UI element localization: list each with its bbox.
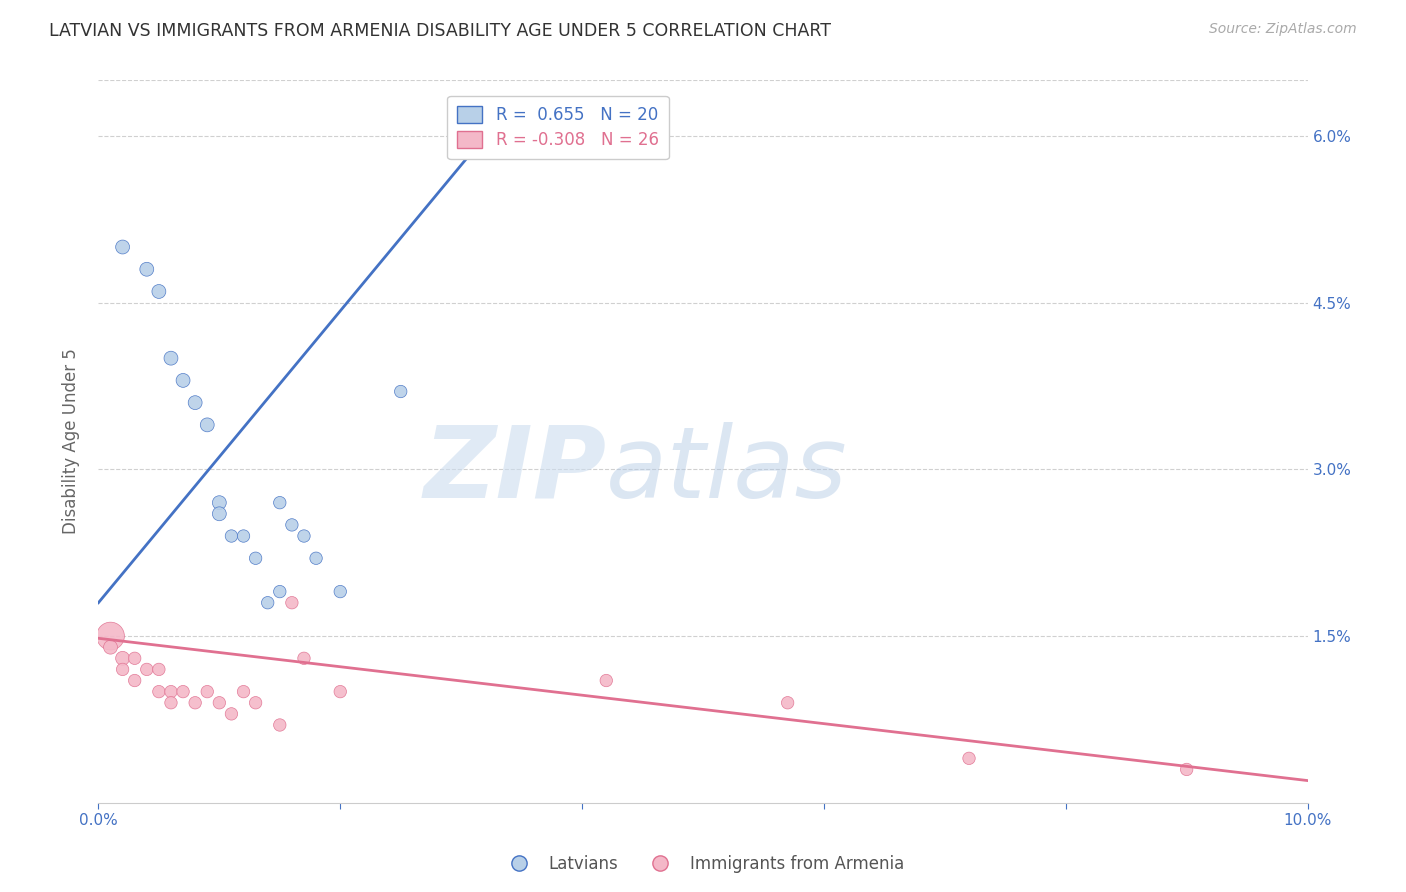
Point <box>292 651 315 665</box>
Point <box>595 673 617 688</box>
Point <box>305 551 328 566</box>
Text: LATVIAN VS IMMIGRANTS FROM ARMENIA DISABILITY AGE UNDER 5 CORRELATION CHART: LATVIAN VS IMMIGRANTS FROM ARMENIA DISAB… <box>49 22 831 40</box>
Text: atlas: atlas <box>606 422 848 519</box>
Point <box>221 706 243 721</box>
Point <box>111 240 134 254</box>
Point <box>135 262 157 277</box>
Point <box>208 696 231 710</box>
Point <box>148 684 170 698</box>
Point <box>269 496 291 510</box>
Y-axis label: Disability Age Under 5: Disability Age Under 5 <box>62 349 80 534</box>
Point <box>292 529 315 543</box>
Point <box>111 662 134 676</box>
Point <box>232 684 254 698</box>
Point <box>124 651 146 665</box>
Point <box>957 751 980 765</box>
Point <box>195 417 218 432</box>
Point <box>245 551 267 566</box>
Point <box>160 351 183 366</box>
Point <box>776 696 799 710</box>
Point <box>232 529 254 543</box>
Point <box>245 696 267 710</box>
Legend: Latvians, Immigrants from Armenia: Latvians, Immigrants from Armenia <box>495 848 911 880</box>
Point <box>256 596 278 610</box>
Point <box>329 684 352 698</box>
Point <box>269 584 291 599</box>
Point <box>135 662 157 676</box>
Point <box>100 640 122 655</box>
Point <box>172 373 194 387</box>
Point <box>148 285 170 299</box>
Point <box>269 718 291 732</box>
Point <box>195 684 218 698</box>
Point <box>221 529 243 543</box>
Point <box>160 696 183 710</box>
Point <box>160 684 183 698</box>
Point <box>389 384 412 399</box>
Text: ZIP: ZIP <box>423 422 606 519</box>
Point <box>281 596 304 610</box>
Point <box>148 662 170 676</box>
Point <box>172 684 194 698</box>
Point <box>184 395 207 409</box>
Point <box>124 673 146 688</box>
Point <box>184 696 207 710</box>
Point <box>208 507 231 521</box>
Legend: R =  0.655   N = 20, R = -0.308   N = 26: R = 0.655 N = 20, R = -0.308 N = 26 <box>447 95 669 159</box>
Point <box>111 651 134 665</box>
Point <box>281 517 304 532</box>
Point <box>208 496 231 510</box>
Text: Source: ZipAtlas.com: Source: ZipAtlas.com <box>1209 22 1357 37</box>
Point <box>100 629 122 643</box>
Point <box>329 584 352 599</box>
Point <box>1175 763 1198 777</box>
